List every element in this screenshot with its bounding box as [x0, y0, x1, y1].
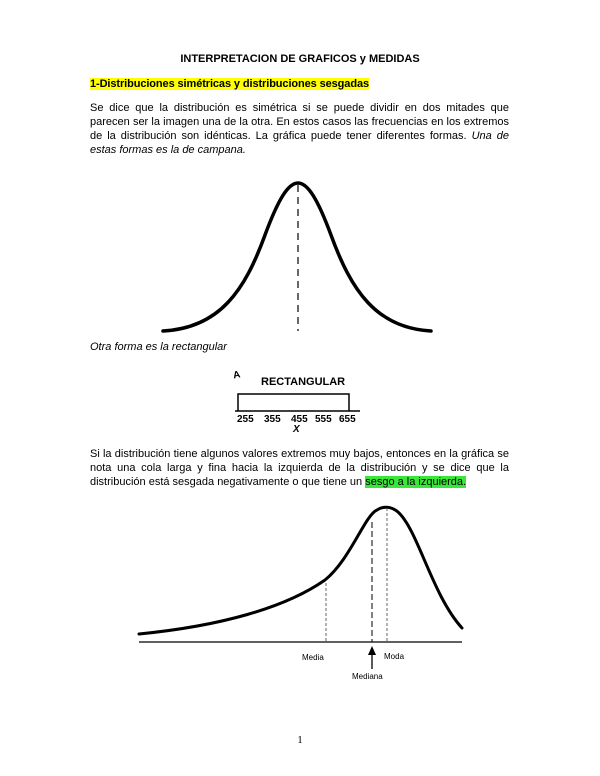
rect-x-label: X [292, 424, 301, 435]
paragraph-symmetric-italic: Una de estas formas es la de campana. [90, 130, 509, 156]
paragraph-skewed-text: Si la distribución tiene algunos valores… [90, 448, 509, 488]
rect-axis-letter: A [232, 369, 241, 381]
rect-tick-2: 355 [264, 414, 281, 425]
paragraph-rectangular: Otra forma es la rectangular [90, 341, 227, 353]
section-heading: 1-Distribuciones simétricas y distribuci… [90, 78, 369, 90]
rect-shape [237, 393, 350, 411]
moda-label: Moda [384, 652, 405, 661]
rect-tick-1: 255 [237, 414, 254, 425]
media-label: Media [302, 653, 324, 662]
rect-title: RECTANGULAR [261, 376, 345, 388]
paragraph-skewed: Si la distribución tiene algunos valores… [90, 447, 509, 489]
rect-tick-4: 555 [315, 414, 332, 425]
mediana-label: Mediana [352, 672, 383, 681]
mediana-arrow-icon [368, 646, 376, 655]
skewed-curve [137, 505, 464, 636]
page-number: 1 [297, 734, 303, 746]
page-title: INTERPRETACION DE GRAFICOS y MEDIDAS [180, 53, 420, 65]
rect-tick-5: 655 [339, 414, 356, 425]
paragraph-skewed-highlight: sesgo a la izquierda. [365, 476, 467, 488]
bell-curve [161, 181, 433, 333]
paragraph-symmetric-text: Se dice que la distribución es simétrica… [90, 102, 509, 142]
paragraph-symmetric: Se dice que la distribución es simétrica… [90, 101, 509, 157]
rect-tick-3: 455 [291, 414, 308, 425]
